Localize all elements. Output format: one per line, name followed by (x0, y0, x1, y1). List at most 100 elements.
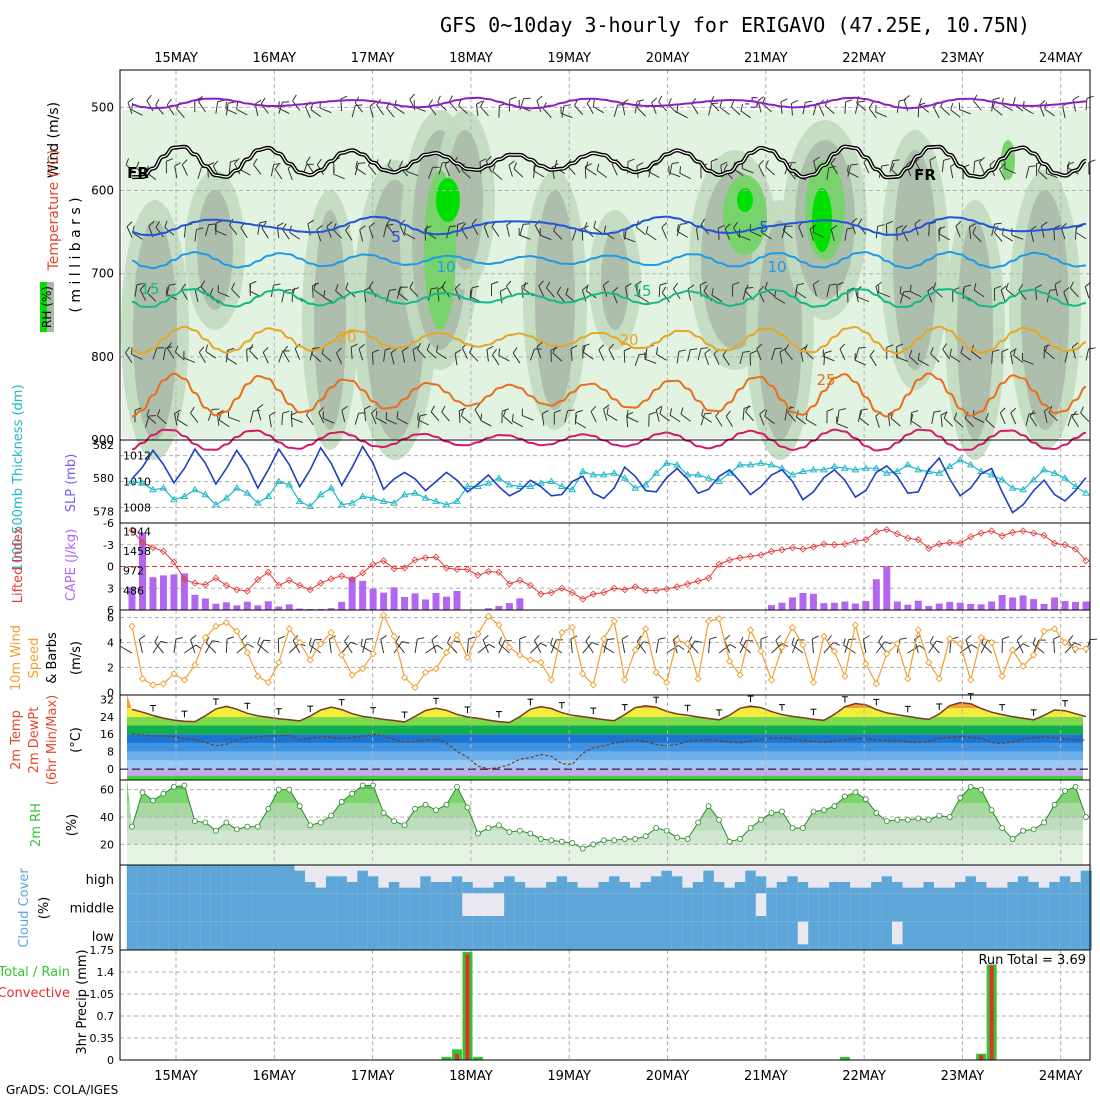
cloud-cell (871, 922, 882, 950)
rh-tick-label: 60 (100, 784, 114, 797)
wind-barb-feather (209, 224, 216, 225)
rh-marker (392, 819, 397, 824)
cloud-cell (986, 888, 997, 894)
rh-marker (1010, 836, 1015, 841)
rh-marker (790, 825, 795, 830)
cloud-cell (357, 922, 368, 950)
rh-marker (916, 816, 921, 821)
cape-bar (506, 603, 513, 610)
cloud-cell (326, 893, 337, 921)
bottom-date-label: 17MAY (351, 1069, 395, 1084)
cloud-cell (420, 922, 431, 950)
cloud-cell (703, 922, 714, 950)
wind-barb (313, 286, 314, 298)
lifted-index-label: Lifted Index (11, 526, 26, 603)
cloud-cell (473, 922, 484, 950)
cloud-cell (148, 922, 159, 950)
surface-wind-barb-feather (607, 639, 614, 640)
temp-tick-label: 0 (107, 763, 114, 776)
cloud-cell (242, 865, 253, 893)
cloud-cell (1070, 893, 1081, 921)
temp2m-unit: (°C) (69, 727, 84, 753)
rh-marker (402, 823, 407, 828)
cloud-cell (232, 893, 243, 921)
cloud-cell (305, 893, 316, 921)
cloud-cell (557, 876, 568, 893)
contour-label: 25 (816, 371, 835, 389)
rh-contour-saturated (436, 178, 460, 222)
cape-bar (789, 597, 796, 610)
cloud-cell (336, 876, 347, 893)
cape-bar (831, 603, 838, 610)
cape-bar (988, 602, 995, 610)
cloud-cell (179, 893, 190, 921)
rh-marker (748, 825, 753, 830)
cloud-cell (714, 882, 725, 893)
pressure-tick-label: 700 (91, 267, 114, 281)
rh-marker (371, 783, 376, 788)
cape-bar (275, 607, 282, 610)
cape-bar (1009, 597, 1016, 610)
cloud-cell (735, 893, 746, 921)
cloud-cell (546, 922, 557, 950)
cloud-cell (850, 888, 861, 894)
bottom-date-label: 18MAY (449, 1069, 493, 1084)
cloud-cell (137, 922, 148, 950)
li-tick-label: 3 (107, 582, 114, 595)
cloud-cell (1028, 882, 1039, 893)
rh-marker (318, 820, 323, 825)
cloud-cell (724, 888, 735, 894)
bottom-date-label: 24MAY (1039, 1069, 1083, 1084)
rh-marker (192, 819, 197, 824)
cloud-cell (599, 893, 610, 921)
cloud-cell (1070, 882, 1081, 893)
cape-bar (370, 589, 377, 610)
rh-marker (454, 784, 459, 789)
cloud-cell (640, 893, 651, 921)
rh-marker (958, 795, 963, 800)
cloud-cell (190, 893, 201, 921)
cloud-cell (766, 888, 777, 894)
cloud-cell (200, 893, 211, 921)
cloud-cell (882, 893, 893, 921)
rh-contour-high (601, 230, 629, 330)
cloud-cell (274, 865, 285, 893)
cape-bar (1041, 604, 1048, 610)
cloud-label: Cloud Cover (17, 868, 32, 948)
cloud-cell (536, 888, 547, 894)
cloud-cell (619, 922, 630, 950)
rh-contour-high (133, 220, 177, 440)
precip-convective-bar (455, 1054, 459, 1060)
cloud-cell (169, 893, 180, 921)
rh-marker (213, 828, 218, 833)
cape-bar (915, 601, 922, 610)
pressure-tick-label: 800 (91, 350, 114, 364)
pressure-tick-label: 500 (91, 100, 114, 114)
top-date-label: 15MAY (154, 51, 198, 66)
rh-marker (434, 808, 439, 813)
cloud-cell (294, 922, 305, 950)
cloud-cell (588, 922, 599, 950)
cloud-cell (1018, 893, 1029, 921)
cloud-cell (976, 922, 987, 950)
cape-bar (957, 603, 964, 610)
rh-marker (1021, 828, 1026, 833)
cloud-cell (1060, 922, 1071, 950)
cape-tick-label: 1944 (123, 525, 151, 538)
cloud-cell (169, 922, 180, 950)
cloud-cell (357, 893, 368, 921)
cloud-cell (829, 922, 840, 950)
cloud-cell (997, 922, 1008, 950)
cloud-cell (1007, 922, 1018, 950)
cloud-cell (378, 922, 389, 950)
cape-bar (265, 601, 272, 610)
wind-barb-feather (910, 285, 911, 292)
cloud-cell (504, 922, 515, 950)
rh-marker (811, 809, 816, 814)
cloud-cell (431, 882, 442, 893)
cloud-cell (179, 865, 190, 893)
temp-tick-label: 24 (100, 711, 114, 724)
cloud-cell (756, 876, 767, 893)
cloud-cell (745, 893, 756, 921)
cloud-cell (441, 882, 452, 893)
